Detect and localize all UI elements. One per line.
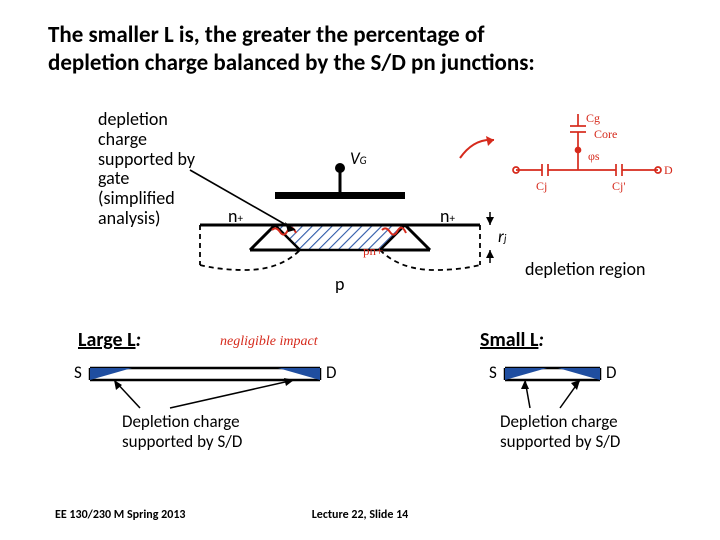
nplus-right-plus: + xyxy=(449,212,455,225)
small-l-diagram: S D xyxy=(485,358,645,418)
svg-text:n+: n+ xyxy=(440,205,455,227)
hand-D: D xyxy=(664,163,673,177)
svg-text:n+: n+ xyxy=(228,205,243,227)
small-s-label: S xyxy=(489,362,497,383)
depletion-sd-right: Depletion charge supported by S/D xyxy=(500,412,680,451)
nplus-right-n: n xyxy=(440,205,449,227)
title-line-2: depletion charge balanced by the S/D pn … xyxy=(48,49,535,77)
small-l-heading: Small L: xyxy=(480,328,544,352)
vg-g: G xyxy=(360,154,367,167)
hand-cg: Cg xyxy=(586,111,600,125)
large-l-heading: Large L: xyxy=(78,328,141,352)
slide-title: The smaller L is, the greater the percen… xyxy=(48,22,678,77)
title-line-1: The smaller L is, the greater the percen… xyxy=(48,21,485,49)
large-l-diagram: S D xyxy=(70,358,340,418)
hand-cjp: Cj' xyxy=(612,179,626,193)
hand-core: Core xyxy=(594,127,617,141)
large-d-label: D xyxy=(326,362,336,383)
depletion-region-label: depletion region xyxy=(525,258,645,280)
p-label: p xyxy=(335,273,344,295)
large-s-label: S xyxy=(74,362,82,383)
depletion-sd-left: Depletion charge supported by S/D xyxy=(122,412,302,451)
hand-circuit-sketch: Cg Core Cj Cj' φs D xyxy=(508,108,708,218)
hand-negligible-impact: negligible impact xyxy=(220,334,318,350)
footer-center: Lecture 22, Slide 14 xyxy=(0,508,720,522)
svg-text:VG: VG xyxy=(350,148,367,169)
hand-pnplus: pn+ xyxy=(363,243,383,259)
small-d-label: D xyxy=(606,362,616,383)
rj-j: j xyxy=(503,232,507,245)
small-l-text: Small L xyxy=(480,328,538,352)
hand-arrow-icon xyxy=(454,130,504,170)
svg-text:rj: rj xyxy=(498,226,507,247)
nplus-left-plus: + xyxy=(237,212,243,225)
nplus-left-n: n xyxy=(228,205,237,227)
large-l-text: Large L xyxy=(78,328,136,352)
hand-phis: φs xyxy=(588,149,600,163)
hand-cj: Cj xyxy=(536,179,547,193)
